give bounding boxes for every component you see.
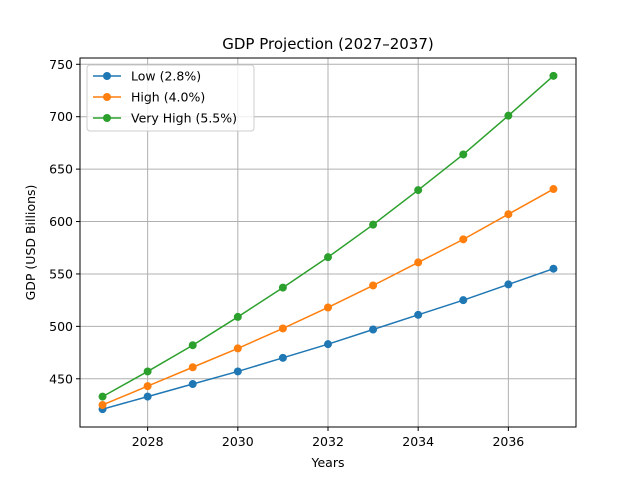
data-point — [188, 380, 197, 389]
y-tick-label: 600 — [49, 214, 73, 229]
x-tick-label: 2028 — [132, 434, 164, 449]
data-point — [143, 382, 152, 391]
data-point — [369, 325, 378, 334]
data-point — [504, 280, 513, 289]
series-group — [98, 71, 558, 414]
y-tick-label: 750 — [49, 57, 73, 72]
data-point — [459, 235, 468, 244]
data-point — [549, 71, 558, 80]
y-tick-label: 650 — [49, 162, 73, 177]
data-point — [459, 150, 468, 159]
legend-marker — [103, 114, 111, 122]
data-point — [143, 392, 152, 401]
data-point — [324, 253, 332, 262]
data-point — [549, 185, 558, 194]
data-point — [324, 303, 332, 312]
data-point — [188, 363, 197, 372]
data-point — [459, 296, 468, 305]
data-point — [233, 312, 242, 321]
legend-marker — [103, 93, 111, 101]
data-point — [98, 400, 107, 409]
data-point — [414, 258, 423, 267]
legend-box — [86, 64, 255, 132]
y-tick-label: 700 — [49, 109, 73, 124]
data-point — [324, 340, 332, 349]
chart-title: GDP Projection (2027–2037) — [222, 35, 433, 53]
data-point — [188, 341, 197, 350]
axis-ticks: 2028 2030 2032 2034 2036 450 500 550 600 650 700 75… — [49, 57, 524, 449]
data-point — [369, 281, 378, 290]
legend-label: Very High (5.5%) — [131, 111, 237, 126]
data-point — [369, 220, 378, 229]
data-point — [549, 264, 558, 273]
y-tick-label: 450 — [49, 371, 73, 386]
x-tick-label: 2032 — [312, 434, 344, 449]
x-tick-label: 2030 — [222, 434, 254, 449]
data-point — [278, 353, 287, 362]
data-point — [504, 111, 513, 120]
x-tick-label: 2034 — [402, 434, 434, 449]
data-point — [98, 392, 107, 401]
data-point — [233, 344, 242, 353]
y-axis-label: GDP (USD Billions) — [23, 185, 38, 301]
data-point — [233, 367, 242, 376]
legend: Low (2.8%) High (4.0%) Very High (5.5%) — [86, 64, 255, 132]
legend-label: Low (2.8%) — [131, 69, 201, 84]
legend-label: High (4.0%) — [131, 90, 205, 105]
data-point — [414, 186, 423, 195]
data-point — [278, 324, 287, 333]
y-tick-label: 550 — [49, 266, 73, 281]
x-axis-label: Years — [311, 455, 345, 470]
data-point — [278, 283, 287, 292]
data-point — [414, 310, 423, 319]
data-point — [504, 210, 513, 219]
legend-marker — [103, 72, 111, 80]
x-tick-label: 2036 — [492, 434, 524, 449]
data-point — [143, 367, 152, 376]
y-tick-label: 500 — [49, 319, 73, 334]
